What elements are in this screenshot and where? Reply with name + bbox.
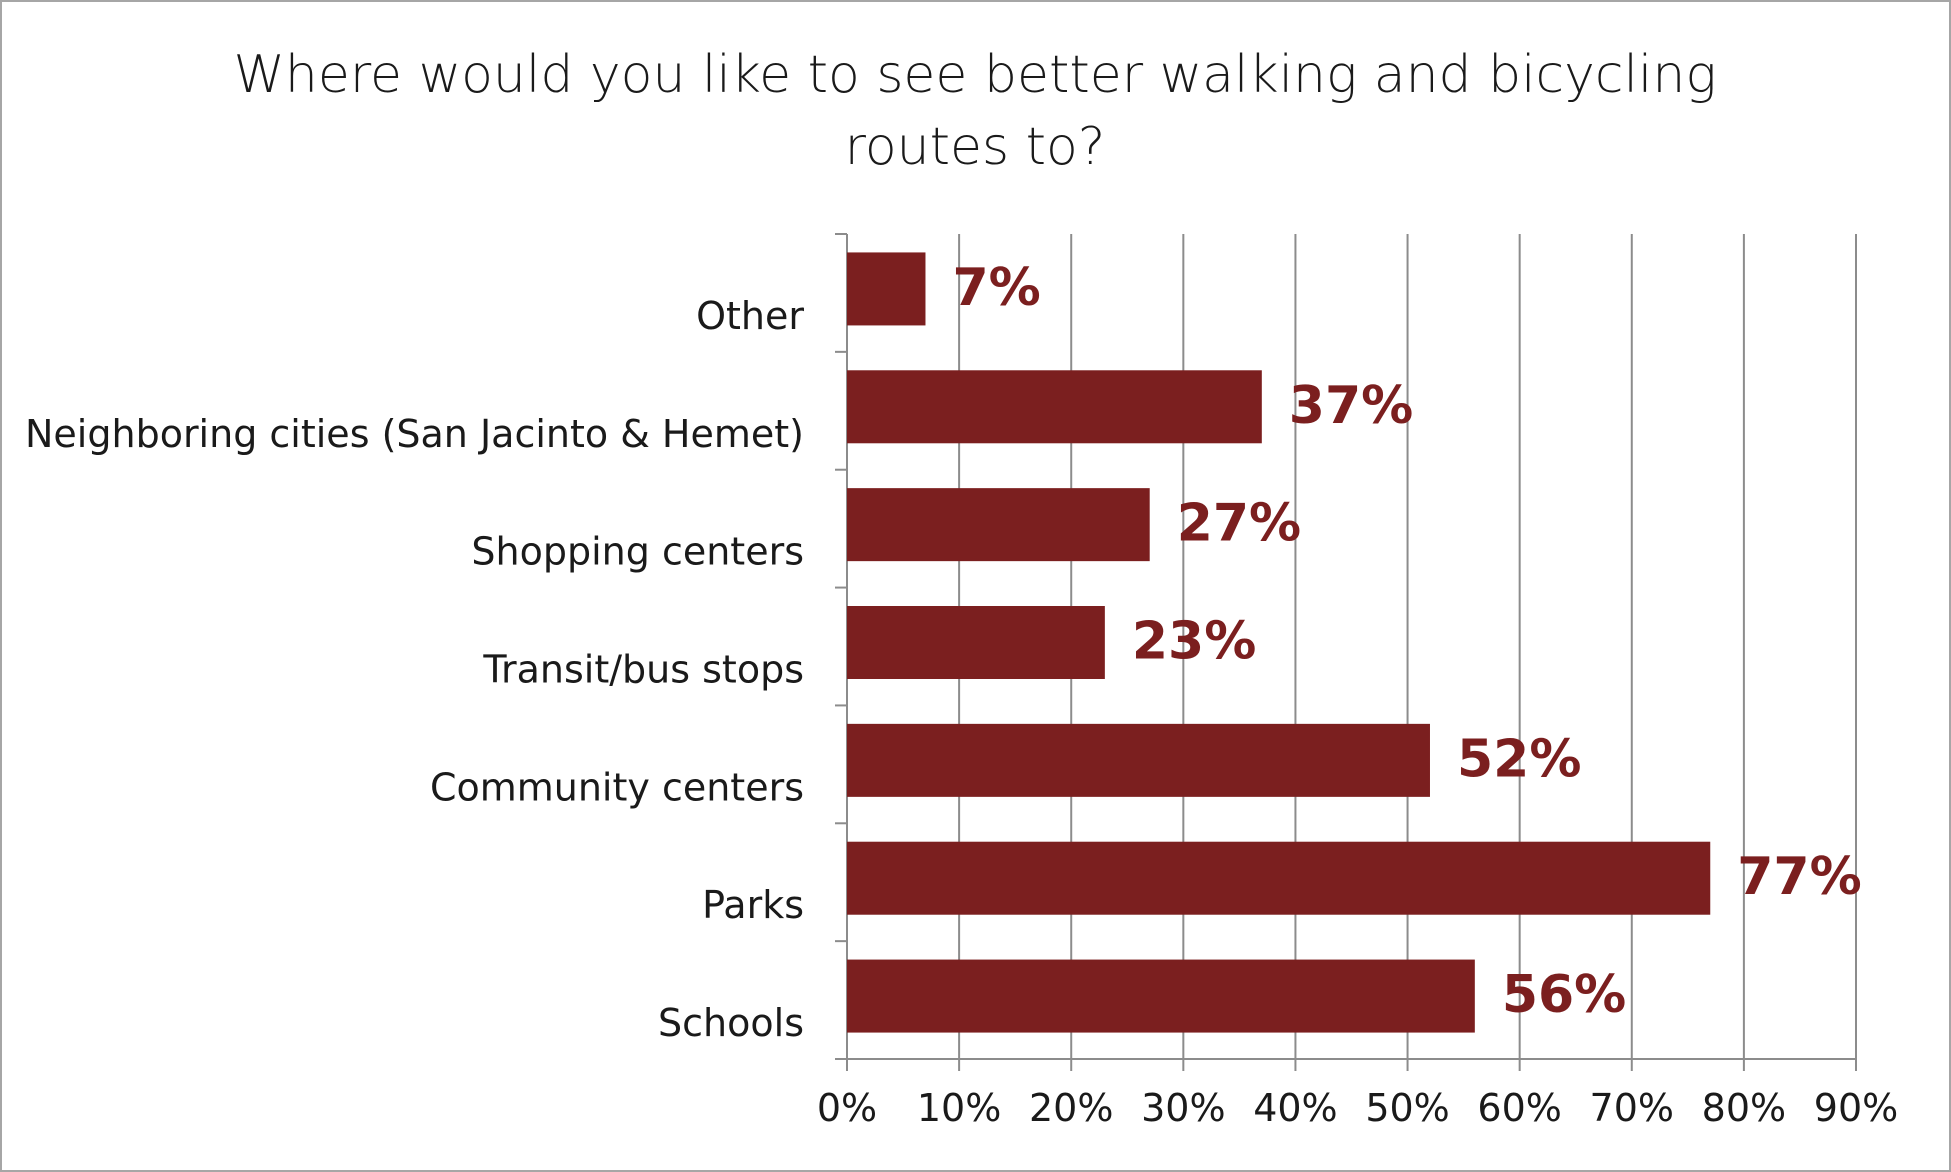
x-tick-label: 50% <box>1365 1086 1449 1130</box>
chart-title-line-2: routes to? <box>845 117 1106 177</box>
x-tick-label: 90% <box>1814 1086 1898 1130</box>
data-label: 56% <box>1502 965 1626 1025</box>
bar <box>847 252 926 326</box>
category-label: Schools <box>658 1001 804 1045</box>
data-label: 23% <box>1132 612 1256 672</box>
bar <box>847 606 1105 679</box>
data-label: 77% <box>1737 847 1861 907</box>
category-labels: Other Neighboring cities (San Jacinto & H… <box>25 294 804 1045</box>
chart-title-line-1: Where would you like to see better walki… <box>233 45 1716 105</box>
x-tick-label: 40% <box>1253 1086 1337 1130</box>
data-label: 7% <box>952 258 1040 318</box>
x-tick-labels: 0% 10% 20% 30% 40% 50% 60% 70% 80% 90% <box>817 1086 1898 1130</box>
bar <box>847 370 1262 444</box>
category-label: Neighboring cities (San Jacinto & Hemet) <box>25 412 804 456</box>
category-label: Community centers <box>430 765 804 809</box>
bar <box>847 959 1475 1033</box>
bar <box>847 841 1711 915</box>
data-label: 27% <box>1177 494 1301 554</box>
category-label: Parks <box>702 883 804 927</box>
x-tick-label: 30% <box>1141 1086 1225 1130</box>
data-label: 37% <box>1289 376 1413 436</box>
x-tick-label: 20% <box>1029 1086 1113 1130</box>
category-label: Other <box>696 294 804 338</box>
bar <box>847 723 1430 797</box>
bar <box>847 488 1150 562</box>
x-tick-label: 0% <box>817 1086 877 1130</box>
bars <box>847 252 1711 1033</box>
x-tick-label: 10% <box>917 1086 1001 1130</box>
category-label: Transit/bus stops <box>482 648 804 692</box>
data-labels: 7% 37% 27% 23% 52% 77% 56% <box>952 258 1861 1025</box>
chart-title: Where would you like to see better walki… <box>233 45 1716 177</box>
category-label: Shopping centers <box>471 530 804 574</box>
x-tick-label: 80% <box>1702 1086 1786 1130</box>
data-label: 52% <box>1457 729 1581 789</box>
x-tick-label: 70% <box>1590 1086 1674 1130</box>
x-tick-label: 60% <box>1477 1086 1561 1130</box>
